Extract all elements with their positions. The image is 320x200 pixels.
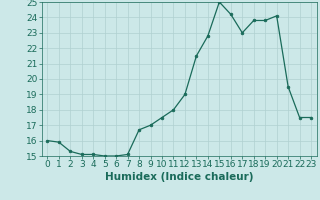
X-axis label: Humidex (Indice chaleur): Humidex (Indice chaleur) — [105, 172, 253, 182]
